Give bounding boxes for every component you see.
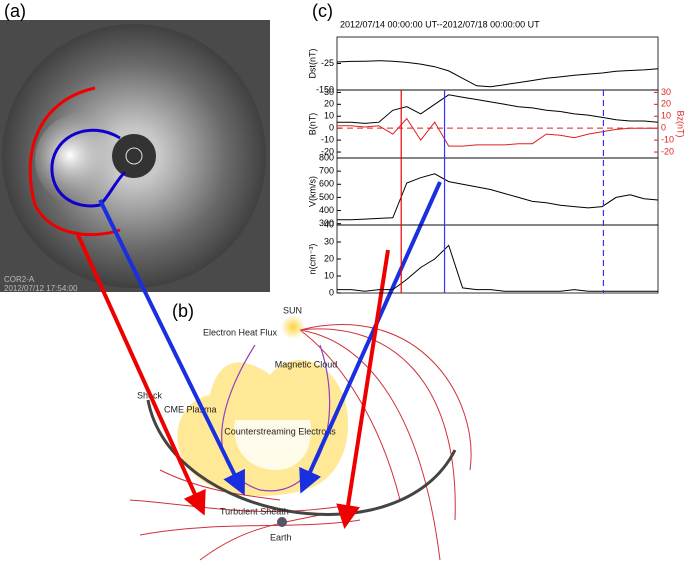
y2-tick-label: -10 [661,134,674,144]
timestamp: 2012/07/12 17:54:00 [4,284,78,293]
y2-tick-label: 10 [661,111,671,121]
y-tick-label: 0 [329,123,334,133]
y-tick-label: 10 [324,111,334,121]
y-tick-label: 10 [324,270,334,280]
sun-disk [125,147,143,165]
y-tick-label: 0 [329,287,334,297]
label: Electron Heat Flux [203,327,278,337]
y-axis-label: V(km/s) [307,176,317,207]
label: Counterstreaming Electrons [224,426,336,436]
time-range: 2012/07/14 00:00:00 UT--2012/07/18 00:00… [340,19,540,29]
y2-axis-label: Bz(nT) [676,111,685,138]
label: Magnetic Cloud [275,359,338,369]
label: Turbulent Sheath [220,506,289,516]
plot-frame [336,36,659,91]
arrow [299,181,442,494]
subplot: 800 700 600 500 400 300 V(km/s) [307,152,659,228]
y-tick-label: 600 [319,179,334,189]
subplot: -25 -150 Dst(nT) [307,36,659,94]
sun [281,315,305,339]
series-line [337,117,658,147]
y-tick-label: 300 [319,218,334,228]
subplot: 40 30 20 10 0 n(cm⁻³) [307,219,659,297]
y2-tick-label: 20 [661,99,671,109]
panel-label: (b) [172,301,194,321]
shock-front [146,399,457,516]
instrument-label: COR2-A [4,275,35,284]
y-tick-label: 700 [319,166,334,176]
panel-label: (a) [4,1,26,21]
magnetic-cloud-rope [221,344,331,492]
cme-outline [50,128,127,208]
y-axis-label: B(nT) [307,113,317,136]
y-tick-label: -150 [316,84,334,94]
y-axis-label: n(cm⁻³) [307,244,317,275]
series-line [337,244,658,292]
panel-label: (c) [312,1,333,21]
label: CME Plasma [164,404,217,414]
arrows [76,181,442,529]
cme-bright [35,112,135,208]
arrow [76,234,206,516]
y2-tick-label: -20 [661,146,674,156]
y-tick-label: 800 [319,152,334,162]
plot-frame [336,89,659,159]
cloud-interior [234,420,311,470]
field-lines [129,324,472,561]
y-tick-label: 30 [324,236,334,246]
y2-tick-label: 0 [661,123,666,133]
earth [277,517,287,527]
y-axis-label: Dst(nT) [307,49,317,79]
series-line [336,60,659,88]
y2-tick-label: 30 [661,87,671,97]
y-tick-label: 500 [319,192,334,202]
arrow [336,249,390,529]
series-line [337,94,659,124]
panel-a: COR2-A 2012/07/12 17:54:00 [0,20,270,293]
label: SUN [283,305,302,315]
shock-outline [28,86,121,237]
series-line [337,173,659,221]
y-tick-label: 20 [324,253,334,263]
y-tick-label: 40 [324,219,334,229]
y-tick-label: 20 [324,99,334,109]
y-tick-label: -25 [321,58,334,68]
occulter [112,134,156,178]
arrow [98,199,245,496]
panel-b: SUN Electron Heat Flux Magnetic Cloud Sh… [129,305,472,561]
y-tick-label: 30 [324,87,334,97]
label: Earth [270,532,292,542]
y-tick-label: 400 [319,205,334,215]
y-tick-label: -20 [321,146,334,156]
y-tick-label: -10 [321,134,334,144]
